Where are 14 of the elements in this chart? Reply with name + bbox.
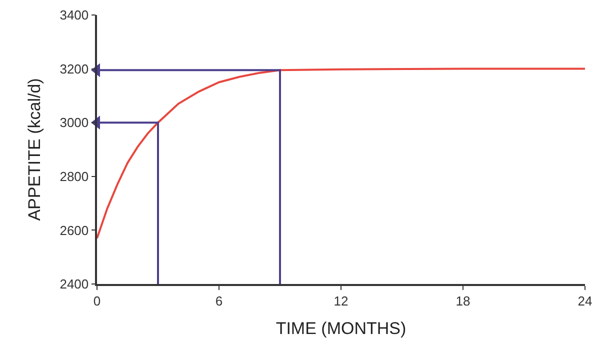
y-tick-label: 3200 — [60, 61, 89, 76]
y-tick-label: 3400 — [60, 8, 89, 23]
y-axis-title: APPETITE (kcal/d) — [24, 78, 44, 221]
x-tick-label: 0 — [93, 293, 101, 308]
y-tick-label: 2800 — [60, 168, 89, 184]
y-tick-label: 2400 — [60, 276, 89, 292]
line-series — [97, 68, 585, 240]
x-tick-label: 18 — [456, 293, 470, 308]
y-tick-label: 3000 — [60, 115, 89, 130]
x-tick-label: 6 — [215, 293, 223, 308]
x-tick-label: 24 — [578, 293, 592, 308]
y-tick-label: 2600 — [60, 222, 89, 238]
x-tick-label: 12 — [334, 293, 348, 308]
x-axis-title: TIME (MONTHS) — [276, 319, 406, 338]
